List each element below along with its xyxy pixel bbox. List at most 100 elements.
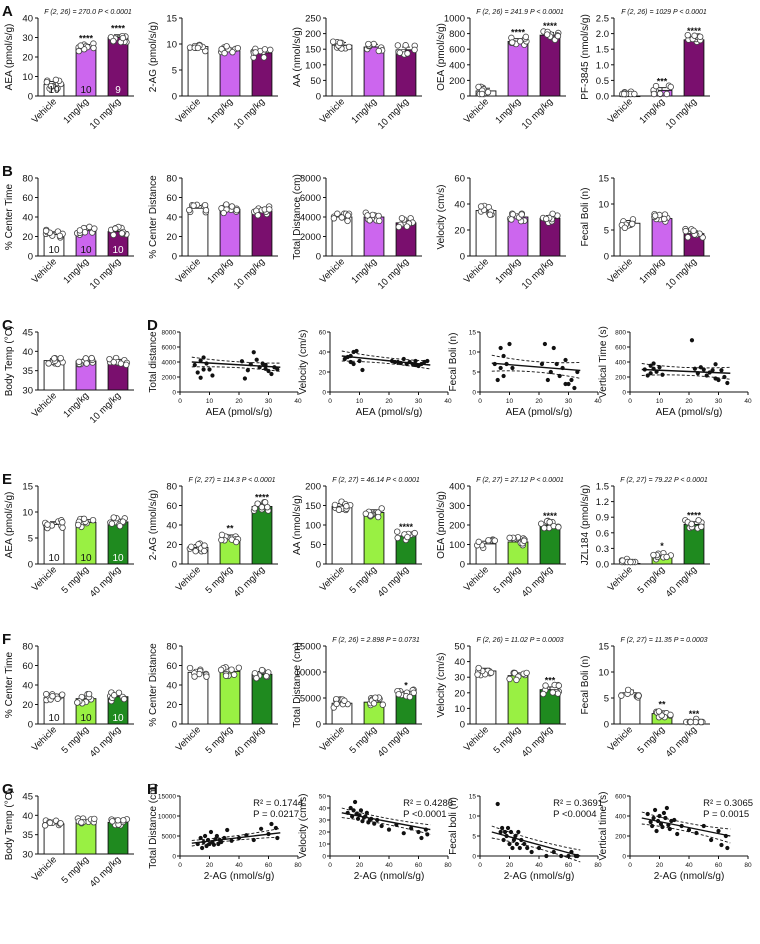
data-point — [358, 808, 364, 813]
x-tick-label: Vehicle — [30, 724, 59, 753]
y-tick-label: 40 — [22, 213, 33, 224]
y-tick-label: 40 — [22, 811, 33, 822]
data-point — [518, 211, 525, 218]
x-tick-label: 60 — [565, 862, 573, 869]
y-tick-label: 15 — [469, 330, 477, 337]
data-point — [253, 674, 260, 682]
x-tick-label: 10 mg/kg — [376, 96, 411, 131]
x-tick-label: Vehicle — [174, 96, 203, 125]
data-point — [188, 543, 195, 551]
x-tick-label: 80 — [594, 862, 602, 869]
n-label: 10 — [80, 553, 92, 564]
significance-stars: *** — [657, 76, 668, 86]
data-point — [201, 201, 209, 209]
data-point — [655, 818, 661, 824]
y-tick-label: 5 — [472, 370, 476, 377]
y-axis-label: 2-AG (nmol/s/g) — [148, 490, 159, 561]
x-tick-label: 60 — [415, 862, 423, 869]
n-label: 10 — [48, 245, 60, 256]
data-point — [404, 533, 411, 541]
p-value-label: P = 0.0015 — [703, 809, 749, 820]
y-tick-label: 80 — [22, 174, 33, 185]
data-point — [719, 368, 724, 373]
data-point — [54, 695, 61, 702]
x-tick-label: 10 mg/kg — [88, 390, 123, 425]
y-tick-label: 0 — [28, 252, 33, 263]
data-point — [248, 362, 253, 367]
data-point — [395, 223, 403, 231]
x-tick-label: 20 — [235, 398, 243, 405]
data-point — [690, 227, 697, 234]
data-point — [82, 355, 90, 362]
bar-chart: 0.0 0.5 1.0 1.5 2.0 2.5 PF-3845 (nmol/s/g) Vehi… — [580, 9, 710, 132]
data-point — [657, 813, 662, 819]
data-point — [118, 230, 126, 237]
data-point — [392, 359, 397, 365]
y-axis-label: AEA (pmol/s/g) — [4, 492, 15, 559]
data-point — [657, 365, 662, 370]
data-point — [90, 44, 97, 52]
data-point — [229, 838, 234, 843]
data-point — [202, 207, 210, 214]
y-tick-label: 200 — [615, 375, 626, 382]
y-axis-label: % Center Time — [4, 651, 15, 718]
y-axis-label: PF-3845 (nmol/s/g) — [580, 14, 591, 100]
y-tick-label: 60 — [22, 661, 33, 672]
data-point — [716, 828, 721, 834]
data-point — [379, 701, 387, 708]
y-tick-label: 200 — [305, 29, 321, 40]
x-tick-label: 60 — [265, 862, 273, 869]
data-point — [504, 361, 509, 367]
data-point — [251, 837, 256, 843]
n-label: 10 — [112, 553, 124, 564]
data-point — [194, 44, 202, 52]
bar — [219, 208, 241, 257]
data-point — [544, 853, 549, 859]
n-label: 10 — [80, 245, 92, 256]
data-point — [336, 39, 344, 47]
x-tick-label: 40 mg/kg — [88, 854, 123, 889]
x-tick-label: 10 — [206, 398, 214, 405]
y-axis-label: % Center Distance — [148, 643, 159, 727]
y-tick-label: 60 — [166, 193, 177, 204]
data-point — [486, 211, 494, 218]
data-point — [219, 839, 224, 845]
x-tick-label: Vehicle — [174, 256, 203, 285]
data-point — [83, 360, 90, 367]
data-point — [200, 845, 205, 851]
y-tick-label: 40 — [22, 14, 33, 25]
significance-stars: ** — [658, 700, 666, 710]
x-axis-label: 2-AG (nmol/s/g) — [654, 871, 725, 882]
data-point — [251, 350, 256, 355]
n-label: 10 — [48, 553, 60, 564]
data-point — [330, 215, 338, 222]
data-point — [201, 547, 208, 555]
data-point — [369, 211, 376, 219]
y-tick-label: 0 — [472, 854, 476, 861]
x-tick-label: Vehicle — [174, 564, 203, 593]
x-tick-label: 1mg/kg — [205, 256, 235, 286]
data-point — [495, 377, 500, 383]
data-point — [398, 360, 403, 366]
data-point — [259, 826, 264, 831]
data-point — [403, 223, 411, 230]
data-point — [228, 666, 235, 673]
data-point — [554, 690, 562, 697]
y-tick-label: 45 — [22, 328, 33, 339]
y-tick-label: 15 — [598, 174, 609, 185]
x-tick-label: 40 mg/kg — [232, 724, 267, 759]
bar — [251, 210, 273, 257]
data-point — [402, 42, 409, 49]
y-tick-label: 80 — [166, 174, 177, 185]
data-point — [54, 85, 61, 92]
data-point — [376, 217, 383, 225]
y-tick-label: 30 — [22, 850, 33, 861]
scatter-chart: 0 10 20 30 40 50 0 20 40 60 80 2-AG (nmol/s/g) Veloc… — [298, 793, 453, 882]
data-point — [43, 690, 50, 698]
x-tick-label: 10 — [656, 398, 664, 405]
y-tick-label: 50 — [310, 540, 321, 551]
bar — [651, 218, 673, 257]
data-point — [198, 375, 203, 380]
y-tick-label: 0 — [316, 720, 321, 731]
